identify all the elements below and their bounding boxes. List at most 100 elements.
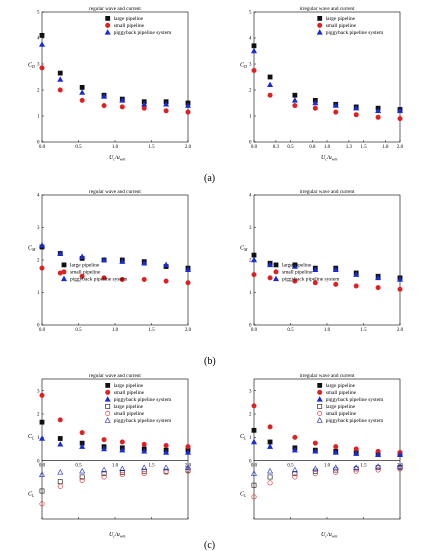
- x-tick-label: 2.0: [397, 464, 404, 469]
- x-tick-label: 0.0: [39, 145, 46, 150]
- legend-marker: [317, 389, 323, 395]
- y-tick-label: 3: [249, 63, 252, 68]
- x-axis-label: Uc/uwm: [109, 532, 125, 539]
- data-point: [291, 97, 298, 103]
- data-point: [332, 266, 339, 272]
- x-axis-label-sub1: c: [325, 534, 327, 539]
- legend-marker: [104, 417, 111, 423]
- data-point: [267, 92, 273, 98]
- chart-title: irregular wave and current: [300, 189, 355, 195]
- y-tick-label: 0: [37, 141, 40, 146]
- data-point: [57, 436, 63, 441]
- legend-label: small pipeline: [114, 23, 145, 29]
- legend-marker: [316, 417, 323, 423]
- y-tick-label: 2: [249, 89, 252, 94]
- chart-cd-regular: regular wave and current 0 1 2 3 4 5 0.0 0.5 1.0 1…: [28, 6, 192, 162]
- data-point: [184, 102, 192, 108]
- y-axis-label-lower-sub: L: [31, 493, 35, 498]
- data-point: [101, 466, 108, 473]
- x-tick-label: 1.0: [112, 464, 119, 469]
- data-point: [353, 104, 360, 111]
- data-point: [57, 441, 64, 447]
- data-point: [312, 471, 318, 477]
- data-point: [333, 109, 339, 115]
- data-point: [163, 108, 169, 114]
- data-point: [312, 448, 319, 454]
- y-axis-label: CD: [28, 63, 35, 70]
- series-piggy: [38, 41, 192, 108]
- y-tick-label: 3: [37, 389, 40, 394]
- data-point: [57, 417, 63, 423]
- legend-marker: [61, 262, 67, 268]
- data-point: [57, 87, 63, 93]
- plot-frame: [41, 194, 189, 326]
- y-tick-label: 4: [37, 194, 40, 199]
- data-point: [101, 445, 108, 452]
- data-point: [141, 101, 148, 107]
- data-point: [292, 92, 298, 98]
- data-point: [39, 392, 45, 398]
- legend-label: piggyback pipeline system: [326, 418, 384, 424]
- x-tick-label: 0.5: [75, 328, 82, 333]
- series-piggy: [250, 256, 404, 282]
- legend-marker: [105, 383, 111, 388]
- legend-label: large pipeline: [326, 404, 356, 410]
- data-point: [163, 464, 170, 470]
- y-axis-label-sub: L: [31, 435, 35, 440]
- legend-marker: [316, 396, 323, 402]
- caption-c: (c): [204, 540, 216, 551]
- y-tick-label: 3: [249, 226, 252, 231]
- data-point: [292, 103, 298, 109]
- data-point: [251, 252, 257, 258]
- legend-label: large pipeline: [326, 383, 356, 389]
- chart-title: regular wave and current: [89, 6, 141, 12]
- data-point: [251, 403, 257, 409]
- x-tick-label: 0.5: [75, 145, 82, 150]
- data-point: [57, 76, 64, 82]
- data-point: [332, 449, 339, 455]
- data-point: [312, 465, 319, 472]
- x-tick-label: 1.0: [324, 145, 331, 150]
- data-point: [39, 501, 45, 507]
- y-axis-label: CL: [28, 434, 35, 441]
- data-point: [163, 443, 169, 449]
- x-tick-label: 0.0: [251, 464, 258, 469]
- y-tick-label: 4: [249, 194, 252, 199]
- data-point: [251, 482, 257, 488]
- legend-marker: [60, 275, 68, 282]
- data-point: [353, 112, 359, 118]
- data-point: [353, 464, 360, 470]
- x-tick-label: 0.5: [75, 464, 82, 469]
- data-point: [79, 467, 86, 474]
- data-point: [353, 271, 360, 277]
- series-piggy: [38, 242, 192, 272]
- data-point: [79, 273, 85, 279]
- data-point: [119, 469, 125, 475]
- data-point: [141, 441, 147, 447]
- data-point: [251, 43, 257, 49]
- series-piggy-negative: [250, 463, 404, 476]
- chart-title: regular wave and current: [89, 373, 141, 379]
- chart-cm-regular: regular wave and current 0 1 2 3 4 0.0 0.5 1.0 1.…: [28, 189, 192, 333]
- legend-label: large pipeline: [114, 383, 144, 389]
- data-point: [163, 261, 170, 268]
- series-piggy: [38, 435, 192, 455]
- data-point: [101, 93, 108, 99]
- legend-label: small pipeline: [114, 411, 145, 417]
- x-tick-label: 1.5: [360, 328, 367, 333]
- data-point: [141, 448, 148, 454]
- data-point: [397, 116, 403, 122]
- data-point: [39, 265, 45, 271]
- data-point: [119, 277, 125, 283]
- legend-label: small pipeline: [70, 270, 101, 276]
- data-point: [250, 470, 258, 476]
- plot-frame: [253, 194, 401, 326]
- data-point: [292, 471, 298, 476]
- x-axis-label-slash: /u: [114, 155, 120, 161]
- y-tick-label: 2: [249, 259, 252, 264]
- data-point: [396, 107, 404, 113]
- data-point: [101, 256, 108, 263]
